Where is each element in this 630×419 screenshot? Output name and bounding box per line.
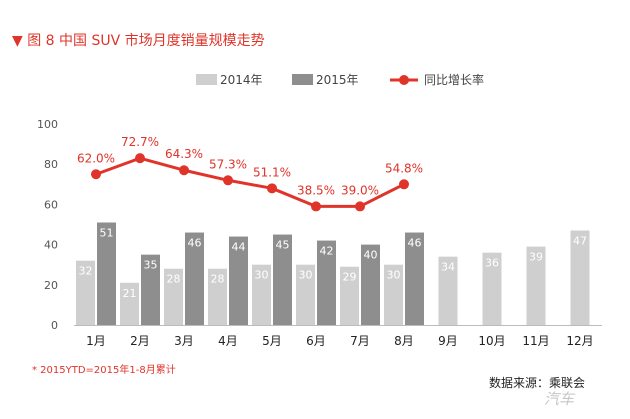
- legend-marker: [399, 75, 409, 85]
- bar-label-2014: 32: [79, 265, 93, 278]
- bar-2014: [208, 268, 227, 325]
- bar-label-2015: 44: [232, 241, 246, 254]
- legend-swatch: [196, 74, 217, 85]
- growth-rate-point: [179, 165, 189, 176]
- bar-2015: [273, 234, 292, 325]
- growth-rate-point: [223, 175, 233, 186]
- x-tick-label: 11月: [522, 334, 549, 348]
- bar-2015: [185, 232, 204, 325]
- growth-rate-point: [311, 201, 321, 212]
- growth-rate-point: [399, 179, 409, 190]
- y-tick-label: 80: [44, 158, 58, 171]
- growth-rate-label: 72.7%: [121, 135, 159, 149]
- bar-label-2014: 21: [123, 287, 137, 300]
- x-tick-label: 5月: [262, 334, 282, 348]
- bar-label-2015: 40: [364, 249, 378, 262]
- bar-label-2015: 51: [100, 226, 114, 239]
- bar-label-2014: 29: [343, 271, 357, 284]
- bar-2014: [340, 266, 359, 325]
- bar-2014: [570, 230, 590, 325]
- growth-rate-label: 39.0%: [341, 183, 379, 197]
- bar-label-2014: 30: [255, 269, 269, 282]
- bar-2014: [252, 264, 271, 325]
- bar-2015: [361, 244, 380, 325]
- bar-2014: [296, 264, 315, 325]
- legend-label: 2015年: [316, 73, 359, 87]
- x-tick-label: 4月: [218, 334, 238, 348]
- growth-rate-point: [91, 169, 101, 180]
- bar-label-2014: 34: [441, 261, 455, 274]
- bar-label-2015: 35: [144, 259, 158, 272]
- bar-label-2014: 47: [573, 235, 587, 248]
- bar-2015: [141, 254, 160, 325]
- legend-label: 同比增长率: [424, 72, 484, 87]
- bar-label-2015: 45: [276, 239, 290, 252]
- bar-label-2014: 28: [167, 273, 181, 286]
- x-tick-label: 8月: [394, 334, 414, 348]
- growth-rate-point: [135, 153, 145, 164]
- growth-rate-point: [267, 183, 277, 194]
- bar-2015: [317, 240, 336, 325]
- bar-2014: [164, 268, 183, 325]
- bar-2014: [76, 260, 95, 325]
- bar-label-2014: 30: [299, 269, 313, 282]
- bar-label-2014: 36: [485, 257, 499, 270]
- legend-swatch: [292, 74, 313, 85]
- bar-2014: [438, 256, 458, 325]
- growth-rate-label: 62.0%: [77, 151, 115, 165]
- y-tick-label: 60: [44, 198, 58, 211]
- growth-rate-label: 64.3%: [165, 147, 203, 161]
- bar-2014: [120, 282, 139, 325]
- footnote: * 2015YTD=2015年1-8月累计: [32, 365, 176, 376]
- x-tick-label: 9月: [438, 334, 458, 348]
- growth-rate-label: 57.3%: [209, 157, 247, 171]
- growth-rate-label: 38.5%: [297, 183, 335, 197]
- legend-label: 2014年: [220, 73, 263, 87]
- chart-title: ▼ 图 8 中国 SUV 市场月度销量规模走势: [12, 33, 265, 49]
- bar-2015: [97, 222, 116, 325]
- bar-2014: [482, 252, 502, 325]
- growth-rate-label: 54.8%: [385, 161, 423, 175]
- y-tick-label: 0: [51, 319, 58, 332]
- x-tick-label: 6月: [306, 334, 326, 348]
- bar-label-2015: 42: [320, 245, 334, 258]
- bar-label-2015: 46: [188, 237, 202, 250]
- bar-label-2014: 30: [387, 269, 401, 282]
- x-tick-label: 10月: [478, 334, 505, 348]
- bar-2015: [229, 236, 248, 325]
- x-tick-label: 12月: [566, 334, 593, 348]
- growth-rate-line: [95, 156, 405, 208]
- y-tick-label: 40: [44, 239, 58, 252]
- bar-label-2014: 28: [211, 273, 225, 286]
- growth-rate-point: [355, 201, 365, 212]
- x-tick-label: 3月: [174, 334, 194, 348]
- bar-label-2015: 46: [408, 237, 422, 250]
- y-tick-label: 100: [37, 118, 58, 131]
- data-source: 数据来源：乘联会: [489, 376, 586, 390]
- x-tick-label: 1月: [86, 334, 106, 348]
- bar-2015: [405, 232, 424, 325]
- bar-label-2014: 39: [529, 251, 543, 264]
- x-tick-label: 7月: [350, 334, 370, 348]
- bar-2014: [526, 246, 546, 325]
- y-tick-label: 20: [44, 279, 58, 292]
- bar-2014: [384, 264, 403, 325]
- x-tick-label: 2月: [130, 334, 150, 348]
- watermark-logo: 汽车: [544, 390, 575, 408]
- growth-rate-label: 51.1%: [253, 165, 291, 179]
